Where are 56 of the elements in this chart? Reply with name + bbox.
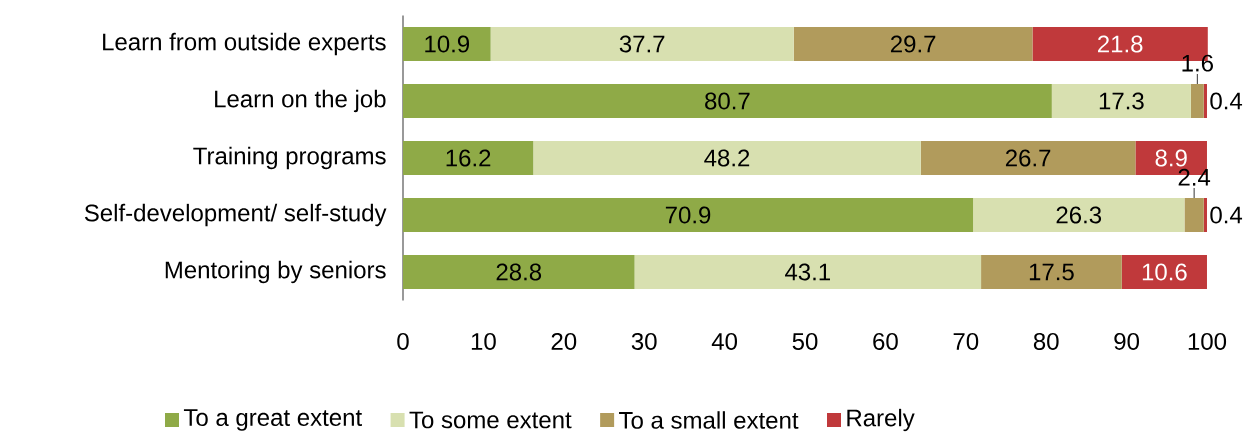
data-label: 29.7 [890,35,936,53]
bar [973,198,1185,233]
data-label: 17.5 [1029,263,1074,281]
bar [1203,198,1207,233]
bar [1190,84,1204,119]
data-label: 16.2 [446,149,491,167]
data-label: 0.4 [1210,92,1243,110]
bar [1051,84,1191,119]
bar [920,141,1136,176]
x-tick-label: 40 [711,332,738,350]
x-tick-label: 100 [1188,332,1227,350]
data-label: 80.7 [705,92,750,110]
data-label: 21.8 [1098,35,1143,53]
y-tick-label: Training programs [193,146,386,170]
data-label: 0.4 [1210,206,1243,224]
y-tick-label: Self-development/ self-study [84,203,387,227]
data-label: 17.3 [1099,92,1144,110]
data-label: 26.7 [1005,149,1051,167]
bar [490,27,794,62]
data-label: 10.6 [1142,263,1187,281]
legend-label: To a small extent [619,411,799,429]
legend-label: Rarely [847,408,915,432]
legend-label: To some extent [409,411,572,429]
bar [403,141,534,176]
y-tick-label: Learn from outside experts [103,32,386,56]
bar [1203,84,1207,119]
x-tick-label: 90 [1114,332,1140,350]
x-tick-label: 60 [873,332,898,350]
legend-label: To a great extent [183,409,362,431]
data-label: 70.9 [665,206,711,224]
x-tick-label: 50 [792,332,818,350]
bar [533,141,921,176]
x-tick-label: 80 [1033,332,1059,350]
x-tick-label: 0 [397,332,409,350]
y-tick-label: Mentoring by seniors [165,260,386,284]
bar [403,27,491,62]
x-tick-label: 10 [471,332,496,350]
bar [403,255,635,289]
data-label: 37.7 [619,35,665,53]
data-label: 28.8 [496,263,542,281]
data-label: 48.2 [704,149,750,167]
x-tick-label: 30 [631,332,657,350]
bar [1121,255,1207,289]
bar [981,255,1122,289]
data-label: 8.9 [1155,149,1187,167]
y-tick-label: Learn on the job [215,89,386,113]
data-label: 10.9 [425,35,470,53]
x-tick-label: 20 [551,332,577,350]
bar [634,255,982,289]
bar [793,27,1033,62]
data-label: 43.1 [785,263,830,281]
bar [403,84,1052,119]
bar [403,198,974,233]
x-tick-label: 70 [953,332,979,350]
bar [1184,198,1204,233]
data-label: 26.3 [1056,206,1102,224]
